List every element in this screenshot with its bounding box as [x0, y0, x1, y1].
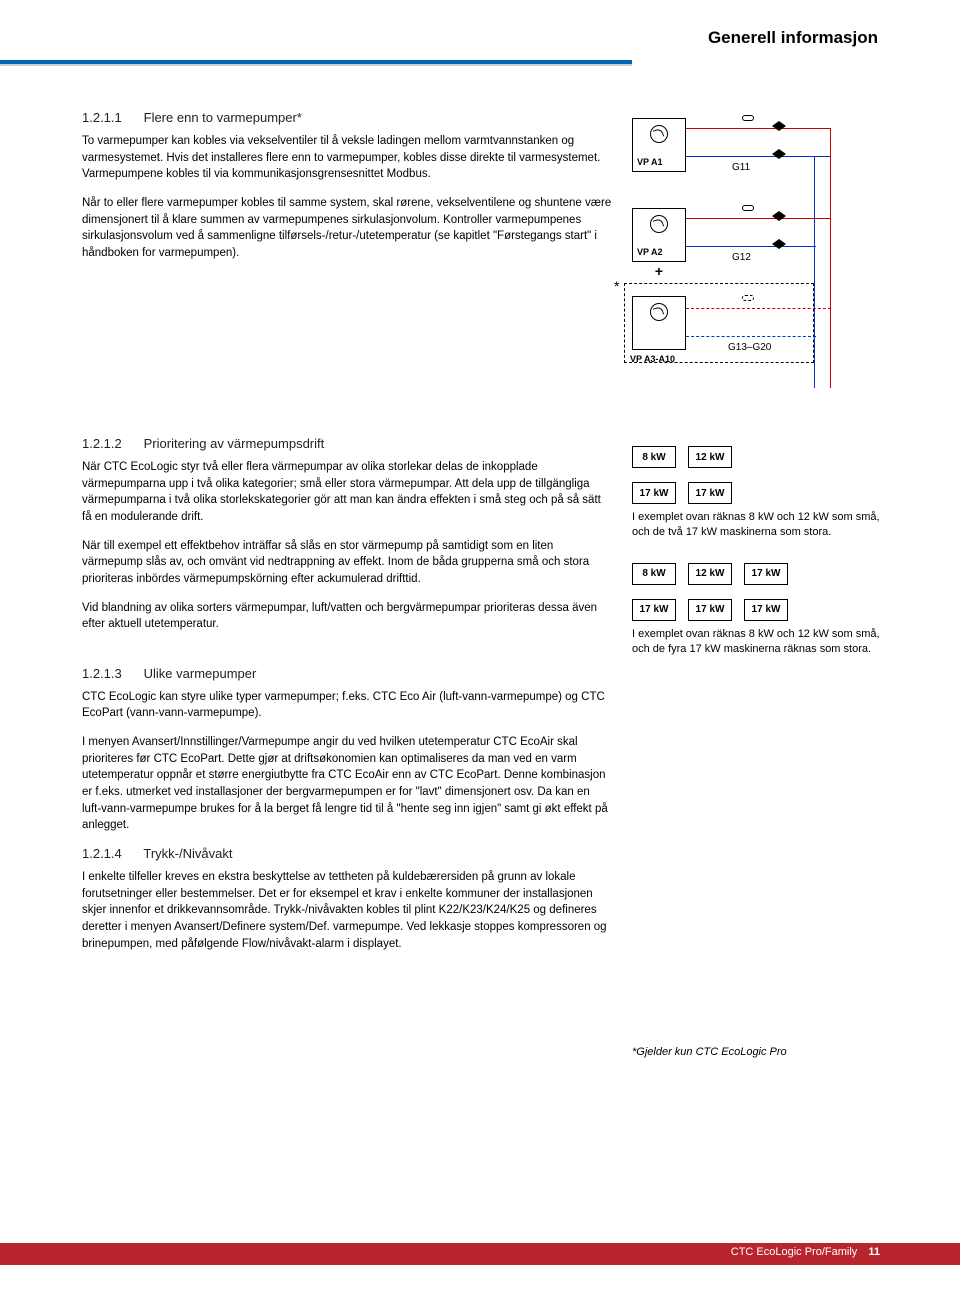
kw-box: 8 kW: [632, 563, 676, 585]
section-1-p1: To varmepumper kan kobles via vekselvent…: [82, 133, 612, 183]
g13-label: G13–G20: [728, 342, 771, 353]
section-1: 1.2.1.1 Flere enn to varmepumper* To var…: [82, 110, 612, 274]
valve-icon: [772, 121, 786, 135]
pump-icon: [650, 303, 668, 321]
sensor-icon: [742, 295, 754, 301]
sensor-icon: [742, 115, 754, 121]
vp-a1-box: VP A1: [632, 118, 686, 172]
star-symbol: *: [614, 278, 619, 294]
kw-box: 17 kW: [688, 599, 732, 621]
footnote-block: *Gjelder kun CTC EcoLogic Pro: [632, 1026, 882, 1058]
section-2: 1.2.1.2 Prioritering av värmepumpsdrift …: [82, 436, 612, 645]
plus-symbol: +: [655, 263, 663, 279]
page-content: 1.2.1.1 Flere enn to varmepumper* To var…: [82, 110, 882, 1058]
example-1-caption: I exemplet ovan räknas 8 kW och 12 kW so…: [632, 510, 882, 541]
valve-icon: [772, 211, 786, 225]
sensor-icon: [742, 205, 754, 211]
header-rule-gray: [0, 64, 632, 66]
kw-box: 17 kW: [632, 599, 676, 621]
section-2-num: 1.2.1.2: [82, 436, 140, 451]
example-2-caption: I exemplet ovan räknas 8 kW och 12 kW so…: [632, 627, 882, 658]
example-1: 8 kW 12 kW 17 kW 17 kW I exemplet ovan r…: [632, 440, 882, 658]
pump-icon: [650, 215, 668, 233]
section-3-num: 1.2.1.3: [82, 666, 140, 681]
footer-bar: CTC EcoLogic Pro/Family 11: [0, 1243, 960, 1265]
section-2-heading: 1.2.1.2 Prioritering av värmepumpsdrift: [82, 436, 612, 451]
section-2-p2: När till exempel ett effektbehov inträff…: [82, 538, 612, 588]
diagram-1: VP A1 G11 VP A2 + G12 *: [632, 110, 882, 398]
section-1-num: 1.2.1.1: [82, 110, 140, 125]
section-2-p1: När CTC EcoLogic styr två eller flera vä…: [82, 459, 612, 526]
section-3-heading: 1.2.1.3 Ulike varmepumper: [82, 666, 612, 681]
section-3: 1.2.1.3 Ulike varmepumper CTC EcoLogic k…: [82, 666, 612, 846]
kw-box: 12 kW: [688, 446, 732, 468]
kw-box: 17 kW: [632, 482, 676, 504]
vp-a2-label: VP A2: [637, 247, 663, 257]
kw-box: 17 kW: [744, 599, 788, 621]
g11-label: G11: [732, 162, 750, 173]
vp-a1-label: VP A1: [637, 157, 663, 167]
footnote: *Gjelder kun CTC EcoLogic Pro: [632, 1046, 882, 1058]
footer-product: CTC EcoLogic Pro/Family: [731, 1246, 858, 1258]
footer-page: 11: [868, 1246, 880, 1258]
pump-icon: [650, 125, 668, 143]
section-4-heading: 1.2.1.4 Trykk-/Nivåvakt: [82, 846, 612, 861]
section-4: 1.2.1.4 Trykk-/Nivåvakt I enkelte tilfel…: [82, 846, 612, 964]
vp-a3-box: [632, 296, 686, 350]
kw-box: 17 kW: [744, 563, 788, 585]
section-1-p2: Når to eller flere varmepumper kobles ti…: [82, 195, 612, 262]
section-3-p1: CTC EcoLogic kan styre ulike typer varme…: [82, 689, 612, 722]
valve-icon: [772, 239, 786, 253]
section-1-heading: 1.2.1.1 Flere enn to varmepumper*: [82, 110, 612, 125]
vp-a2-box: VP A2 +: [632, 208, 686, 262]
section-2-p3: Vid blandning av olika sorters värmepump…: [82, 600, 612, 633]
section-4-num: 1.2.1.4: [82, 846, 140, 861]
section-1-title: Flere enn to varmepumper*: [144, 110, 302, 125]
valve-icon: [772, 149, 786, 163]
kw-box: 8 kW: [632, 446, 676, 468]
section-4-title: Trykk-/Nivåvakt: [143, 846, 232, 861]
kw-box: 17 kW: [688, 482, 732, 504]
section-2-title: Prioritering av värmepumpsdrift: [144, 436, 325, 451]
page-category: Generell informasjon: [708, 28, 878, 48]
vp-a3-label: VP A3-A10: [630, 354, 675, 364]
section-3-title: Ulike varmepumper: [144, 666, 257, 681]
g12-label: G12: [732, 252, 751, 263]
example-2: 8 kW 12 kW 17 kW 17 kW 17 kW 17 kW: [632, 563, 882, 621]
section-3-p2: I menyen Avansert/Innstillinger/Varmepum…: [82, 734, 612, 834]
section-4-p1: I enkelte tilfeller kreves en ekstra bes…: [82, 869, 612, 952]
kw-box: 12 kW: [688, 563, 732, 585]
